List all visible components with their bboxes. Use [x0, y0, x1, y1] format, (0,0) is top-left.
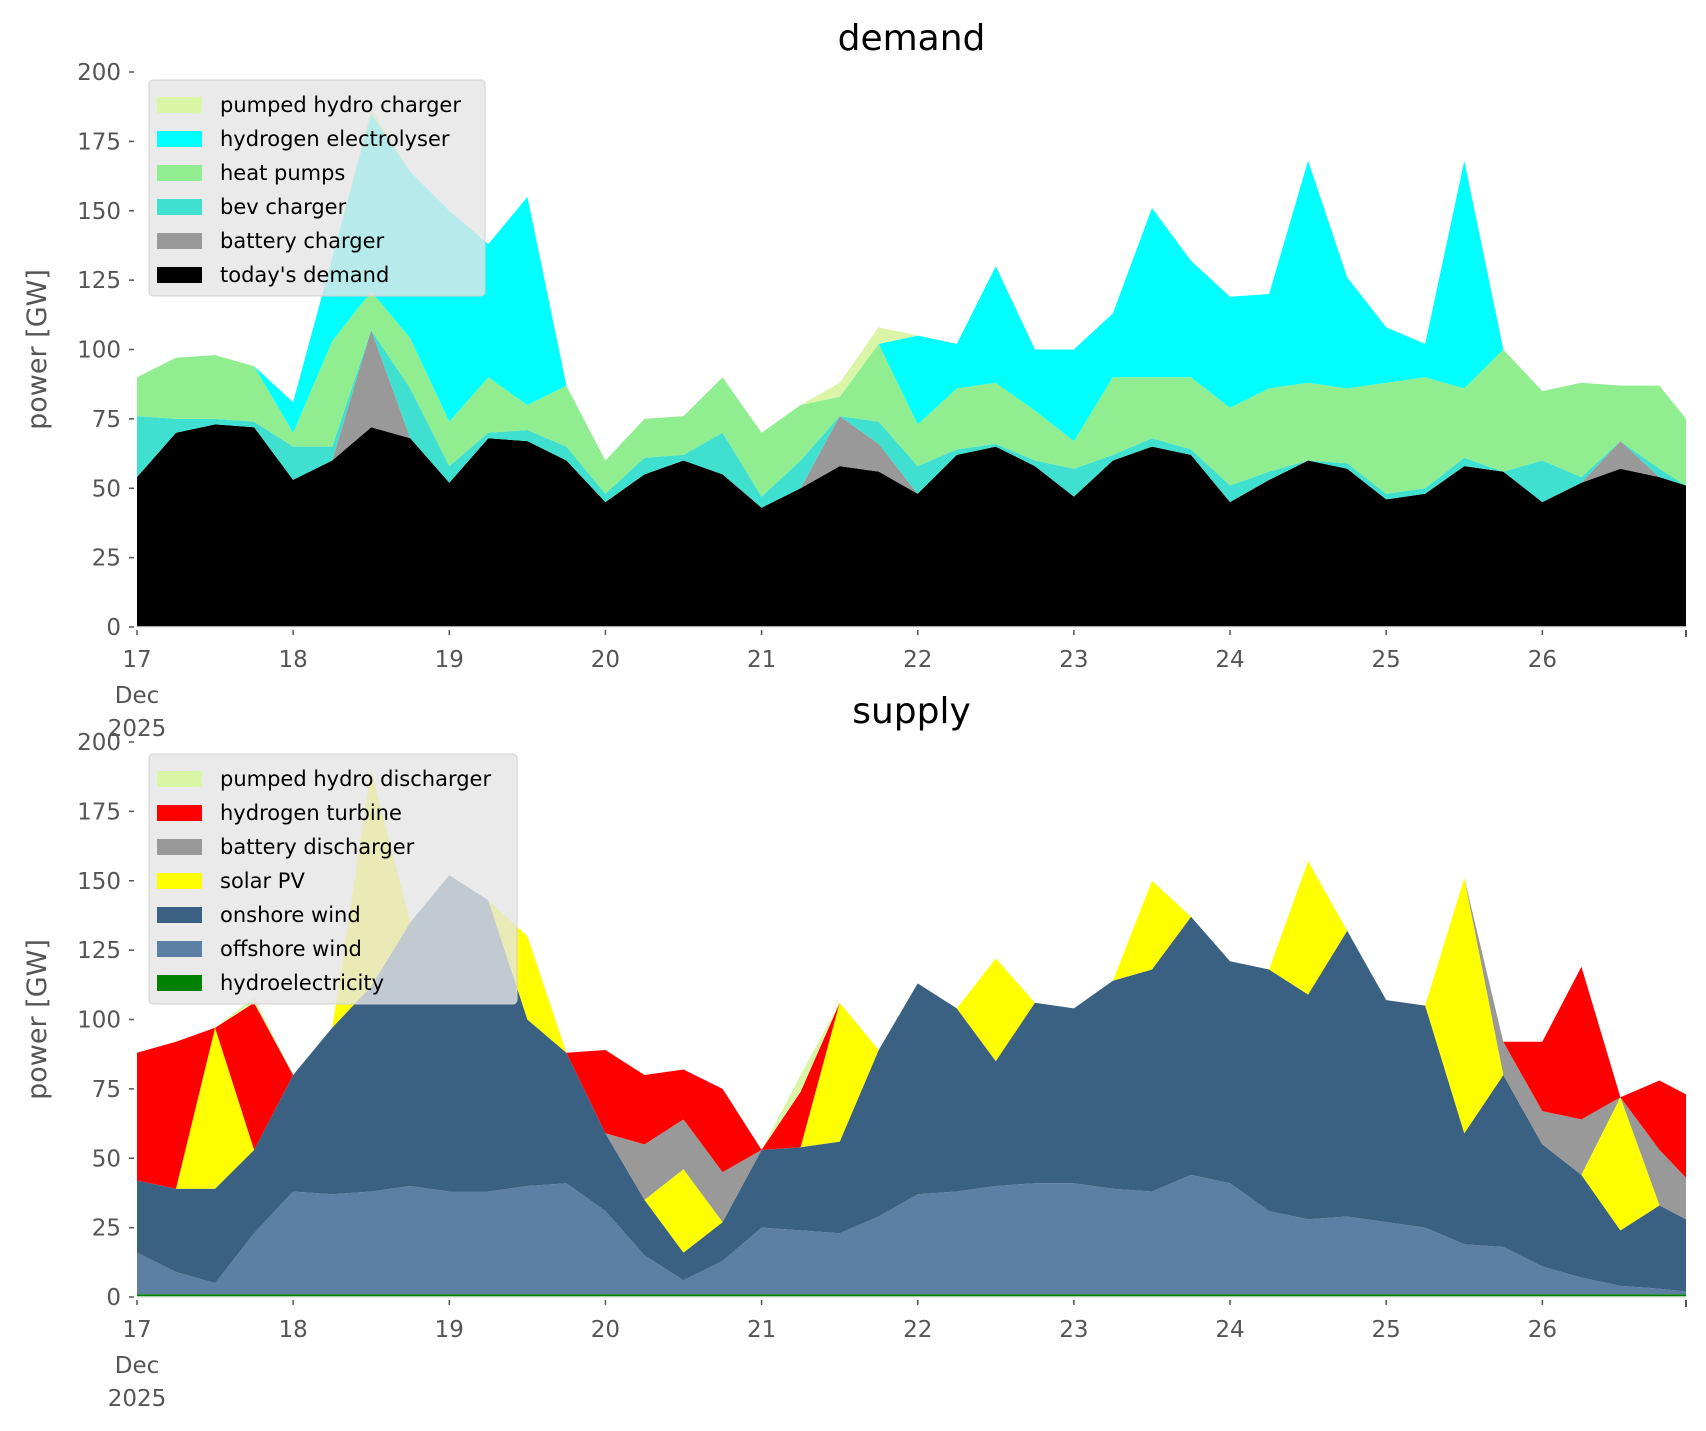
x-tick-label: 23	[1059, 1317, 1088, 1343]
chart-title: supply	[852, 691, 971, 732]
legend-swatch	[157, 233, 202, 249]
legend-label: onshore wind	[220, 903, 361, 927]
legend-swatch	[157, 771, 202, 787]
x-tick-label: 21	[747, 1317, 776, 1343]
legend-swatch	[157, 97, 202, 113]
y-tick-label: 175	[77, 129, 121, 155]
y-tick-label: 100	[77, 1008, 121, 1034]
legend: pumped hydro charger hydrogen electrolyse…	[148, 79, 486, 297]
legend-label: offshore wind	[220, 937, 362, 961]
x-tick-year: 2025	[108, 1386, 167, 1412]
legend: pumped hydro discharger hydrogen turbine b…	[148, 753, 518, 1005]
x-tick-label: 17	[122, 1317, 151, 1343]
legend-label: solar PV	[220, 869, 305, 893]
legend-label: hydrogen electrolyser	[220, 127, 450, 151]
y-axis-label: power [GW]	[22, 269, 53, 430]
legend-swatch	[157, 267, 202, 283]
y-tick-label: 50	[92, 476, 121, 502]
legend-swatch	[157, 975, 202, 991]
y-axis-label: power [GW]	[22, 939, 53, 1100]
legend-label: hydrogen turbine	[220, 801, 402, 825]
legend-swatch	[157, 165, 202, 181]
x-tick-label: 25	[1372, 1317, 1401, 1343]
x-tick-label: 26	[1528, 1317, 1557, 1343]
area-heat-pumps	[137, 291, 1686, 497]
legend-label: pumped hydro charger	[220, 93, 461, 117]
y-tick-label: 75	[92, 1077, 121, 1103]
y-tick-label: 200	[77, 60, 121, 86]
y-tick-label: 100	[77, 338, 121, 364]
x-tick-label: 18	[279, 647, 308, 673]
legend-label: hydroelectricity	[220, 971, 384, 995]
legend-swatch	[157, 839, 202, 855]
x-tick-label: 22	[903, 647, 932, 673]
legend-swatch	[157, 131, 202, 147]
x-tick-label: 20	[591, 647, 620, 673]
x-tick-label: 20	[591, 1317, 620, 1343]
legend-swatch	[157, 199, 202, 215]
x-tick-label: 18	[279, 1317, 308, 1343]
legend-label: bev charger	[220, 195, 347, 219]
area-bev-charger	[137, 330, 1686, 508]
x-tick-label: 19	[435, 1317, 464, 1343]
x-tick-label: 25	[1372, 647, 1401, 673]
x-tick-label: 24	[1215, 647, 1244, 673]
demand-panel: 0 25 50 75 100 125 150 175 200 17 18 19 20 21 22 23 24 25…	[22, 18, 1687, 742]
x-tick-label: 26	[1528, 647, 1557, 673]
y-tick-label: 125	[77, 938, 121, 964]
x-tick-month: Dec	[115, 1353, 160, 1379]
y-tick-label: 0	[106, 1285, 121, 1311]
y-tick-label: 200	[77, 730, 121, 756]
legend-box	[148, 79, 486, 297]
x-tick-label: 21	[747, 647, 776, 673]
area-hydrogen-electrolyser	[137, 113, 1686, 461]
x-tick-label: 23	[1059, 647, 1088, 673]
supply-panel: 0 25 50 75 100 125 150 175 200 17 18 19 20 21 22 23 24 25…	[22, 691, 1687, 1412]
legend-label: battery charger	[220, 229, 385, 253]
y-tick-label: 125	[77, 268, 121, 294]
x-tick-label: 24	[1215, 1317, 1244, 1343]
y-tick-label: 150	[77, 199, 121, 225]
y-tick-label: 150	[77, 869, 121, 895]
legend-box	[148, 753, 518, 1005]
x-tick-label: 22	[903, 1317, 932, 1343]
legend-swatch	[157, 907, 202, 923]
x-tick-label: 17	[122, 647, 151, 673]
legend-label: today's demand	[220, 263, 389, 287]
legend-label: pumped hydro discharger	[220, 767, 491, 791]
legend-label: battery discharger	[220, 835, 415, 859]
legend-swatch	[157, 805, 202, 821]
y-tick-label: 175	[77, 799, 121, 825]
x-tick-year: 2025	[108, 716, 167, 742]
legend-swatch	[157, 941, 202, 957]
area-onshore-wind	[137, 875, 1686, 1292]
legend-label: heat pumps	[220, 161, 345, 185]
y-tick-label: 25	[92, 1216, 121, 1242]
y-tick-label: 50	[92, 1146, 121, 1172]
y-tick-label: 0	[106, 615, 121, 641]
y-tick-label: 75	[92, 407, 121, 433]
legend-swatch	[157, 873, 202, 889]
area-offshore-wind	[137, 1174, 1686, 1295]
chart-title: demand	[838, 18, 986, 59]
x-tick-month: Dec	[115, 683, 160, 709]
area-today-s-demand	[137, 424, 1686, 627]
y-tick-label: 25	[92, 546, 121, 572]
x-tick-label: 19	[435, 647, 464, 673]
area-solar-pv	[137, 769, 1686, 1253]
